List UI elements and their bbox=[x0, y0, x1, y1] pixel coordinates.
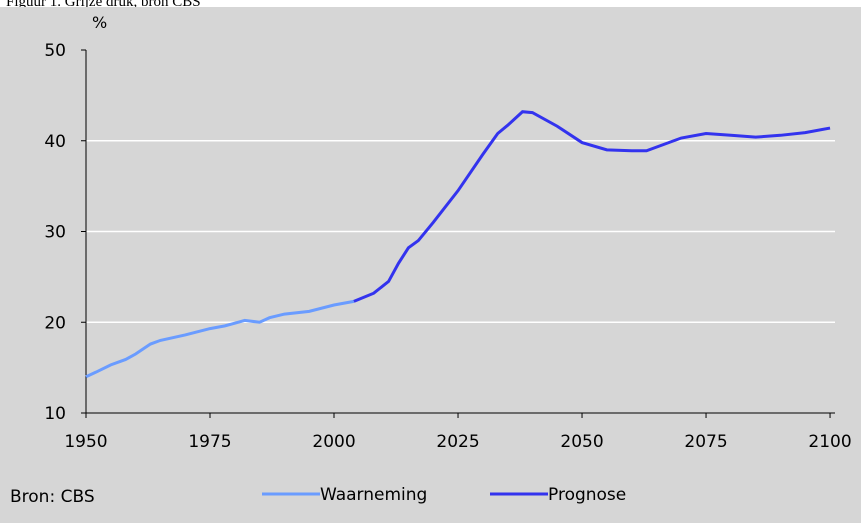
chart-title: Figuur 1. Grijze druk, bron CBS bbox=[6, 0, 201, 10]
x-tick-label: 2075 bbox=[684, 432, 727, 452]
chart-background bbox=[0, 7, 861, 523]
x-tick-label: 2100 bbox=[808, 432, 851, 452]
data-line bbox=[85, 299, 355, 379]
x-tick-label: 2000 bbox=[312, 432, 355, 452]
y-tick-label: 30 bbox=[44, 223, 66, 243]
legend-label: Waarneming bbox=[320, 485, 427, 505]
x-tick-label: 2050 bbox=[560, 432, 603, 452]
source-note: Bron: CBS bbox=[10, 487, 95, 507]
y-tick-label: 10 bbox=[44, 404, 66, 424]
legend-label: Prognose bbox=[548, 485, 626, 505]
y-axis-label: % bbox=[92, 13, 107, 32]
y-tick-label: 40 bbox=[44, 132, 66, 152]
y-tick-label: 50 bbox=[44, 41, 66, 61]
x-tick-label: 2025 bbox=[436, 432, 479, 452]
x-tick-label: 1950 bbox=[64, 432, 107, 452]
x-tick-label: 1975 bbox=[188, 432, 231, 452]
y-tick-label: 20 bbox=[44, 313, 66, 333]
data-line bbox=[353, 110, 831, 303]
